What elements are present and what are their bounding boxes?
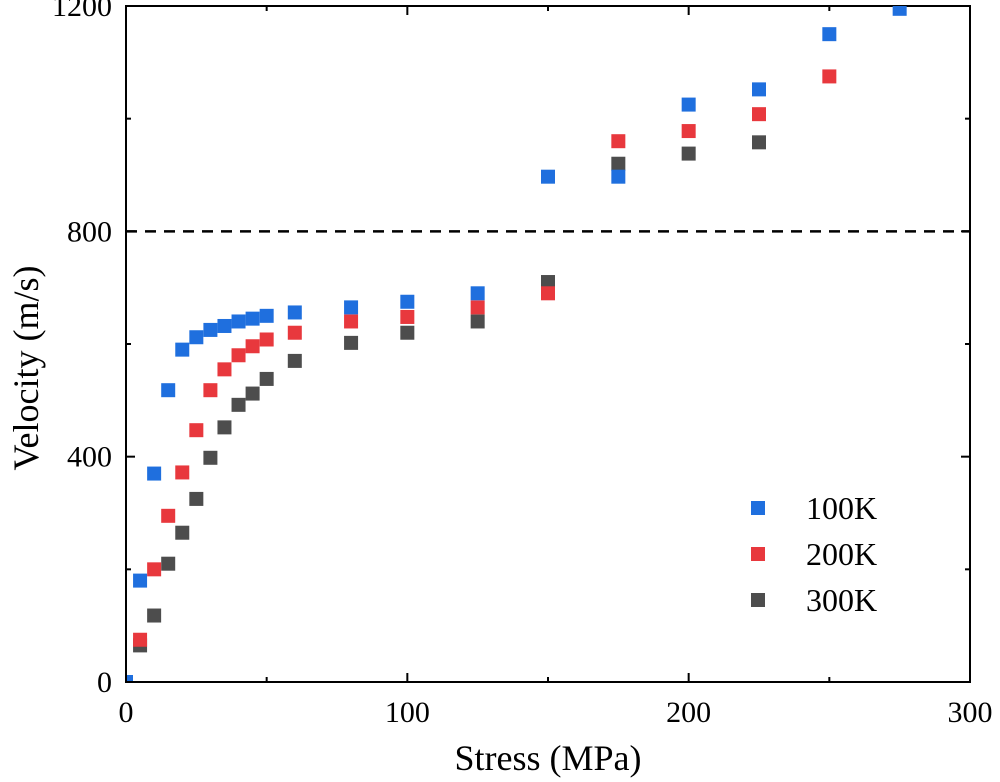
point-300k <box>259 371 274 386</box>
point-100k <box>245 311 260 326</box>
x-tick-label: 100 <box>385 696 430 729</box>
point-300k <box>400 325 415 340</box>
point-100k <box>752 82 766 97</box>
x-tick-label: 300 <box>948 696 993 729</box>
axis-ticks-layer: 0 100 200 300 0 400 800 1200 <box>52 0 993 729</box>
point-100k <box>133 573 148 588</box>
y-axis-title: Velocity (m/s) <box>6 266 46 471</box>
data-points-layer <box>126 6 907 682</box>
point-100k <box>470 286 485 301</box>
points-group <box>126 6 907 682</box>
point-200k <box>217 362 232 377</box>
point-300k <box>344 335 359 350</box>
point-200k <box>541 286 555 301</box>
point-200k <box>161 508 176 523</box>
legend-label-100k: 100K <box>806 490 877 526</box>
point-200k <box>822 69 837 84</box>
point-200k <box>203 383 218 398</box>
point-100k <box>259 308 274 323</box>
point-100k <box>611 169 626 184</box>
point-200k <box>189 423 204 438</box>
point-100k <box>892 6 907 16</box>
point-300k <box>611 156 626 171</box>
point-200k <box>147 562 162 577</box>
point-200k <box>133 632 148 647</box>
point-200k <box>470 300 485 315</box>
point-200k <box>231 348 246 363</box>
point-100k <box>681 97 696 112</box>
y-tick-label: 800 <box>67 215 112 248</box>
point-200k <box>287 325 302 340</box>
point-200k <box>400 309 415 324</box>
point-300k <box>287 353 302 368</box>
point-100k <box>287 305 302 320</box>
legend-marker-200k <box>751 547 765 561</box>
y-tick-label: 400 <box>67 441 112 474</box>
point-300k <box>541 275 555 290</box>
point-100k <box>822 27 837 42</box>
point-300k <box>203 450 218 465</box>
y-tick-label: 1200 <box>52 0 112 23</box>
point-100k <box>203 322 218 337</box>
point-300k <box>752 135 766 150</box>
point-300k <box>231 397 246 412</box>
point-200k <box>752 107 766 122</box>
x-tick-label: 0 <box>119 696 134 729</box>
point-300k <box>147 608 162 623</box>
point-100k <box>231 314 246 329</box>
point-100k <box>400 294 415 309</box>
point-100k <box>175 342 190 357</box>
point-100k <box>161 383 176 398</box>
point-100k <box>126 675 133 682</box>
point-200k <box>245 339 260 354</box>
point-200k <box>344 314 359 329</box>
x-tick-label: 200 <box>666 696 711 729</box>
point-200k <box>611 134 626 149</box>
point-300k <box>681 146 696 161</box>
point-200k <box>681 124 696 139</box>
point-300k <box>245 386 260 401</box>
y-tick-label: 0 <box>97 666 112 699</box>
legend-label-200k: 200K <box>806 536 877 572</box>
point-300k <box>189 491 204 506</box>
point-300k <box>161 556 176 571</box>
point-200k <box>175 465 190 480</box>
legend: 100K 200K 300K <box>751 490 877 618</box>
point-300k <box>175 525 190 540</box>
point-200k <box>259 332 274 347</box>
point-100k <box>217 318 232 333</box>
legend-marker-100k <box>751 501 765 515</box>
point-300k <box>470 314 485 329</box>
point-100k <box>189 330 204 345</box>
legend-label-300k: 300K <box>806 582 877 618</box>
point-300k <box>217 420 232 435</box>
legend-marker-300k <box>751 593 765 607</box>
point-100k <box>344 300 359 315</box>
point-100k <box>541 169 555 184</box>
point-100k <box>147 466 162 481</box>
x-axis-title: Stress (MPa) <box>455 738 642 778</box>
